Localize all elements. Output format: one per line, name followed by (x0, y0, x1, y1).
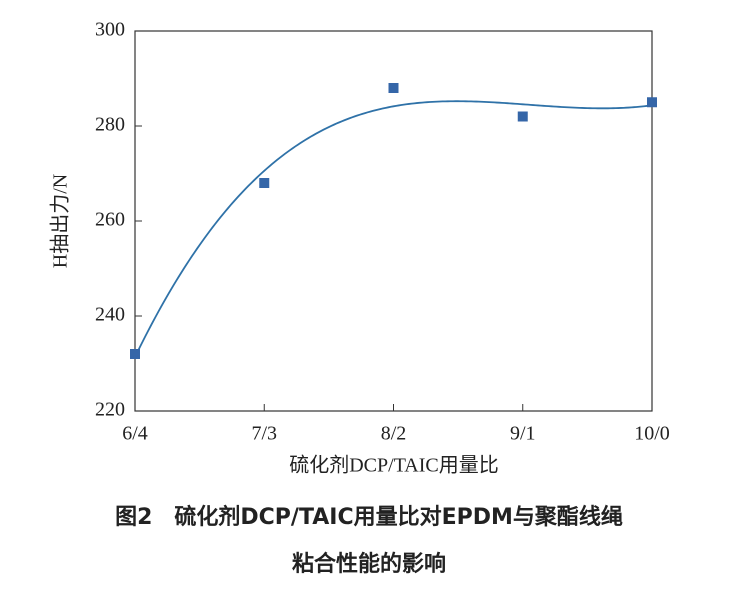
caption-line: 图2 硫化剂DCP/TAIC用量比对EPDM与聚酯线绳 (115, 504, 623, 530)
y-tick-label: 220 (95, 399, 125, 421)
data-point (388, 83, 399, 93)
data-point (647, 97, 657, 108)
data-point (259, 178, 270, 188)
x-tick-label: 7/3 (251, 423, 277, 445)
y-axis-label: H抽出力/N (49, 174, 72, 268)
x-axis-label: 硫化剂DCP/TAIC用量比 (289, 454, 499, 477)
x-tick-label: 6/4 (122, 423, 148, 445)
trend-curve (134, 100, 653, 358)
y-tick-label: 300 (95, 19, 125, 41)
data-point (130, 349, 140, 359)
y-tick-label: 260 (95, 209, 125, 231)
y-tick-label: 240 (95, 304, 125, 326)
data-point (517, 111, 528, 122)
x-tick-label: 9/1 (510, 423, 536, 445)
y-tick-label: 280 (95, 114, 125, 136)
x-tick-label: 10/0 (634, 423, 670, 445)
caption-line: 粘合性能的影响 (292, 551, 446, 577)
x-tick-label: 8/2 (381, 423, 407, 445)
